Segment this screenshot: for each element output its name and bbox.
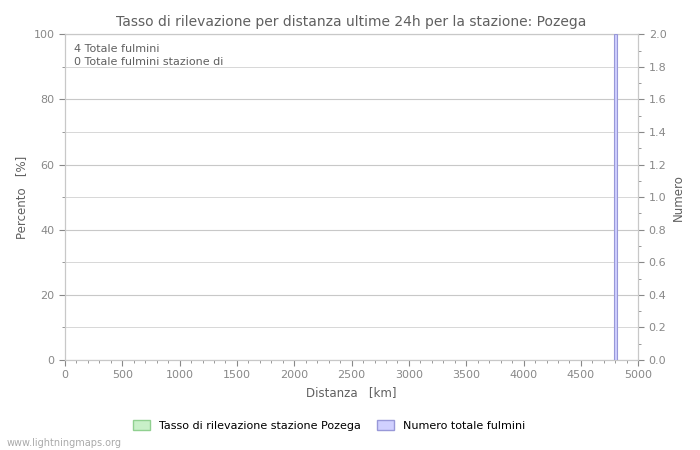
Text: www.lightningmaps.org: www.lightningmaps.org: [7, 438, 122, 448]
Title: Tasso di rilevazione per distanza ultime 24h per la stazione: Pozega: Tasso di rilevazione per distanza ultime…: [116, 15, 587, 29]
Y-axis label: Numero: Numero: [672, 174, 685, 220]
Text: 4 Totale fulmini
0 Totale fulmini stazione di: 4 Totale fulmini 0 Totale fulmini stazio…: [74, 44, 223, 68]
X-axis label: Distanza   [km]: Distanza [km]: [307, 386, 397, 399]
Legend: Tasso di rilevazione stazione Pozega, Numero totale fulmini: Tasso di rilevazione stazione Pozega, Nu…: [129, 416, 529, 436]
Bar: [614, 34, 617, 360]
Y-axis label: Percento   [%]: Percento [%]: [15, 156, 28, 239]
